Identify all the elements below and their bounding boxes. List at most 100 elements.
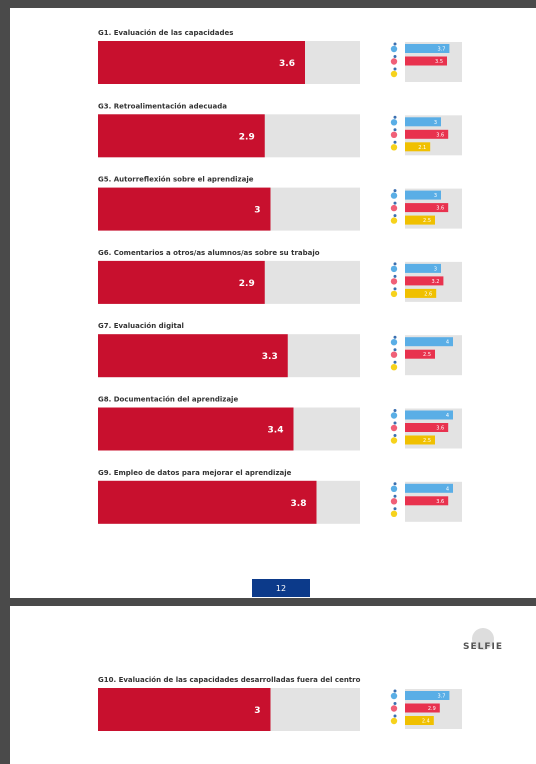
icon-head	[393, 421, 397, 425]
bar-label: 3.8	[291, 499, 307, 509]
icon-head	[393, 409, 397, 412]
icon-head	[393, 482, 397, 486]
sub-bar	[405, 44, 450, 53]
sub-label: 4	[446, 340, 449, 346]
page-number: 12	[276, 584, 286, 593]
icon-head	[393, 67, 397, 71]
section-title: G1. Evaluación de las capacidades	[98, 29, 233, 37]
sub-label: 2.5	[423, 438, 431, 444]
icon-head	[393, 714, 397, 718]
section-title: G7. Evaluación digital	[98, 322, 184, 330]
icon-head	[393, 140, 397, 144]
sub-label: 3.6	[436, 206, 444, 212]
icon-teachers	[390, 131, 398, 138]
sub-bar	[405, 263, 441, 273]
bar	[98, 407, 294, 451]
icon-head	[393, 348, 397, 352]
icon-leaders	[390, 70, 398, 78]
sub-label: 3.7	[437, 47, 445, 53]
icon-head	[393, 42, 397, 46]
bar	[98, 260, 265, 304]
icon-students	[390, 265, 398, 273]
icon-leaders	[390, 717, 398, 725]
sub-bar	[405, 288, 437, 298]
icon-head	[393, 434, 397, 437]
icon-students	[390, 485, 398, 492]
icon-students	[390, 119, 398, 126]
section-title: G9. Empleo de datos para mejorar el apre…	[98, 469, 292, 477]
sub-bar	[405, 215, 435, 225]
sub-label: 3.6	[436, 499, 444, 505]
logo: SELFIE	[463, 642, 503, 652]
bar-label: 2.9	[239, 132, 255, 142]
icon-students	[390, 339, 398, 346]
icon-head	[393, 689, 397, 693]
sub-label: 2.4	[422, 719, 430, 725]
sub-label: 3.7	[437, 694, 445, 700]
sub-label: 3.5	[435, 59, 443, 65]
icon-teachers	[390, 351, 398, 358]
bar-label: 2.9	[239, 279, 255, 289]
icon-teachers	[390, 424, 398, 432]
sub-bar	[405, 423, 449, 432]
icon-teachers	[390, 498, 398, 505]
sub-label: 3.2	[431, 279, 439, 285]
icon-head	[393, 287, 397, 291]
icon-head	[393, 262, 397, 266]
sub-bar	[405, 337, 453, 347]
sub-label: 3	[434, 266, 437, 272]
page	[10, 606, 536, 764]
sub-bar	[405, 117, 441, 127]
sub-label: 3.6	[436, 132, 444, 138]
icon-head	[393, 115, 397, 119]
bar-label: 3	[254, 706, 260, 716]
sub-label: 2.5	[423, 352, 431, 358]
sub-bar	[405, 435, 435, 445]
section-title: G10. Evaluación de las capacidades desar…	[98, 676, 361, 684]
sub-bar	[405, 56, 447, 66]
sub-bar	[405, 203, 449, 213]
icon-head	[393, 214, 397, 218]
icon-leaders	[390, 364, 398, 371]
icon-teachers	[390, 705, 398, 712]
bar	[98, 688, 271, 731]
icon-head	[393, 189, 397, 193]
sub-bar	[405, 276, 444, 286]
sub-bar	[405, 483, 453, 493]
icon-students	[390, 192, 398, 199]
icon-head	[393, 128, 397, 132]
sub-bar	[405, 716, 434, 725]
icon-leaders	[390, 510, 398, 517]
bar	[98, 334, 288, 378]
sub-label: 3.6	[436, 426, 444, 432]
sub-bar	[405, 349, 435, 359]
sub-bar	[405, 142, 431, 152]
section-title: G6. Comentarios a otros/as alumnos/as so…	[98, 249, 320, 257]
page-number-box	[252, 579, 310, 597]
sub-label: 2.5	[423, 218, 431, 224]
icon-teachers	[390, 58, 398, 65]
icon-students	[390, 412, 398, 419]
sub-label: 2.1	[418, 145, 426, 151]
icon-head	[393, 702, 397, 705]
sub-bar	[405, 190, 441, 200]
sub-label: 4	[446, 413, 449, 419]
bar	[98, 480, 317, 524]
bar-label: 3.3	[262, 352, 278, 362]
bar-label: 3.4	[268, 426, 284, 436]
icon-head	[393, 335, 397, 339]
bar	[98, 114, 265, 158]
icon-head	[393, 507, 397, 511]
logo-circle	[472, 628, 494, 650]
sub-label: 2.6	[424, 291, 432, 297]
section-title: G3. Retroalimentación adecuada	[98, 102, 227, 110]
icon-head	[393, 494, 397, 498]
sub-bar	[405, 691, 450, 700]
icon-head	[393, 360, 397, 364]
bar-label: 3	[254, 206, 260, 216]
bar	[98, 187, 271, 231]
icon-students	[390, 45, 398, 53]
sub-label: 3	[434, 120, 437, 126]
section-title: G5. Autorreflexión sobre el aprendizaje	[98, 176, 254, 184]
